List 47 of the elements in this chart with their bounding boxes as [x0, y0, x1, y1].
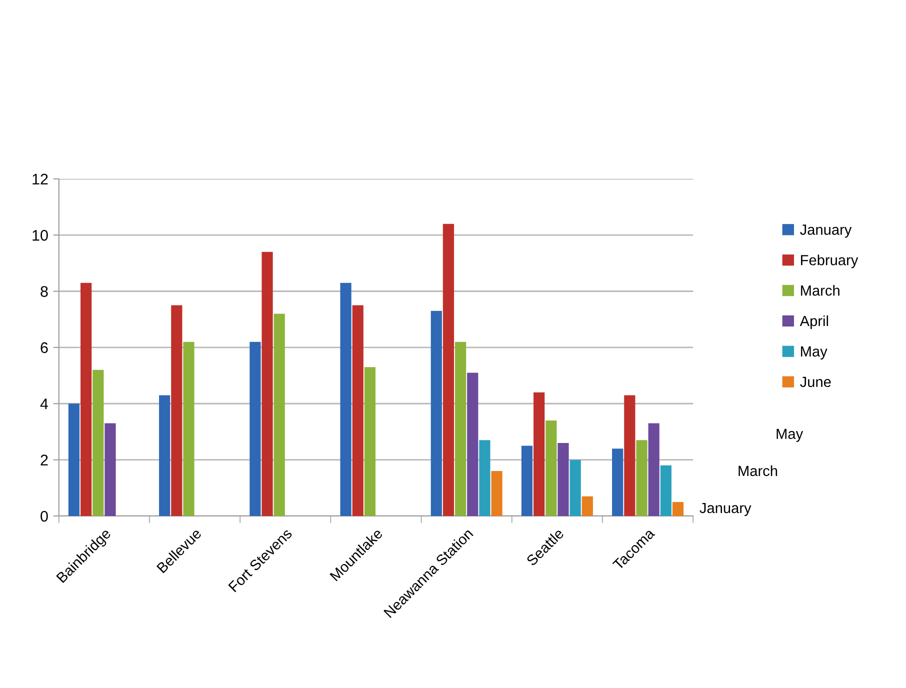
y-tick-label: 12 — [32, 174, 48, 184]
bar — [546, 420, 557, 516]
bar — [262, 252, 273, 516]
bar — [159, 395, 170, 516]
bar — [624, 395, 636, 516]
legend-label: February — [801, 254, 858, 268]
y-tick-label: 8 — [40, 286, 48, 297]
bar — [660, 465, 672, 516]
bar — [454, 342, 466, 516]
y-tick-label: 2 — [40, 454, 48, 466]
bar — [80, 282, 92, 516]
bar — [491, 471, 502, 516]
bar — [104, 423, 116, 516]
legend-label: April — [800, 315, 828, 330]
text: March — [738, 465, 778, 476]
y-tick-label: 10 — [32, 230, 48, 241]
bar — [442, 224, 454, 516]
bar — [364, 367, 376, 516]
bar — [430, 310, 442, 516]
bar — [558, 442, 569, 516]
bar — [68, 404, 80, 516]
bar — [534, 392, 545, 516]
y-tick-label: 0 — [40, 510, 48, 522]
bar — [648, 423, 660, 516]
bar — [274, 314, 285, 516]
bar — [521, 446, 533, 516]
y-tick-label: 6 — [40, 342, 48, 354]
bar — [479, 440, 490, 516]
bar — [636, 440, 648, 516]
bar — [467, 372, 478, 516]
bar — [250, 342, 261, 516]
text: January — [700, 502, 752, 516]
bar — [612, 448, 624, 516]
bar — [183, 342, 194, 516]
legend-label: March — [801, 285, 840, 296]
legend-label: June — [800, 376, 831, 388]
bar — [92, 370, 104, 516]
legend-label: January — [800, 224, 852, 238]
bar — [171, 305, 182, 516]
bar — [672, 502, 684, 516]
bar — [582, 496, 593, 516]
text: May — [776, 428, 804, 442]
bar — [352, 305, 364, 516]
y-tick-label: 4 — [40, 398, 48, 410]
bar — [340, 282, 352, 516]
legend-label: May — [801, 346, 828, 360]
bar — [570, 460, 581, 516]
